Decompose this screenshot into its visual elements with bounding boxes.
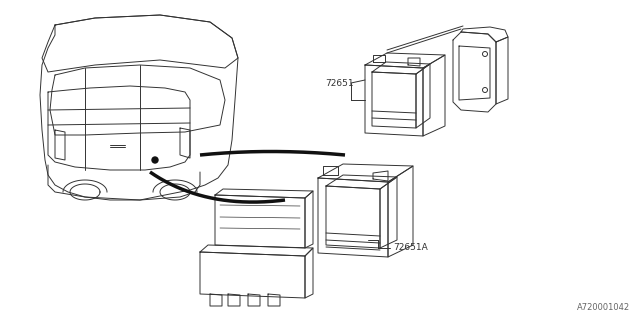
Circle shape (152, 157, 158, 163)
Polygon shape (40, 15, 238, 200)
Text: 72651A: 72651A (393, 244, 428, 252)
Text: A720001042: A720001042 (577, 303, 630, 312)
Text: 72651: 72651 (325, 78, 354, 87)
